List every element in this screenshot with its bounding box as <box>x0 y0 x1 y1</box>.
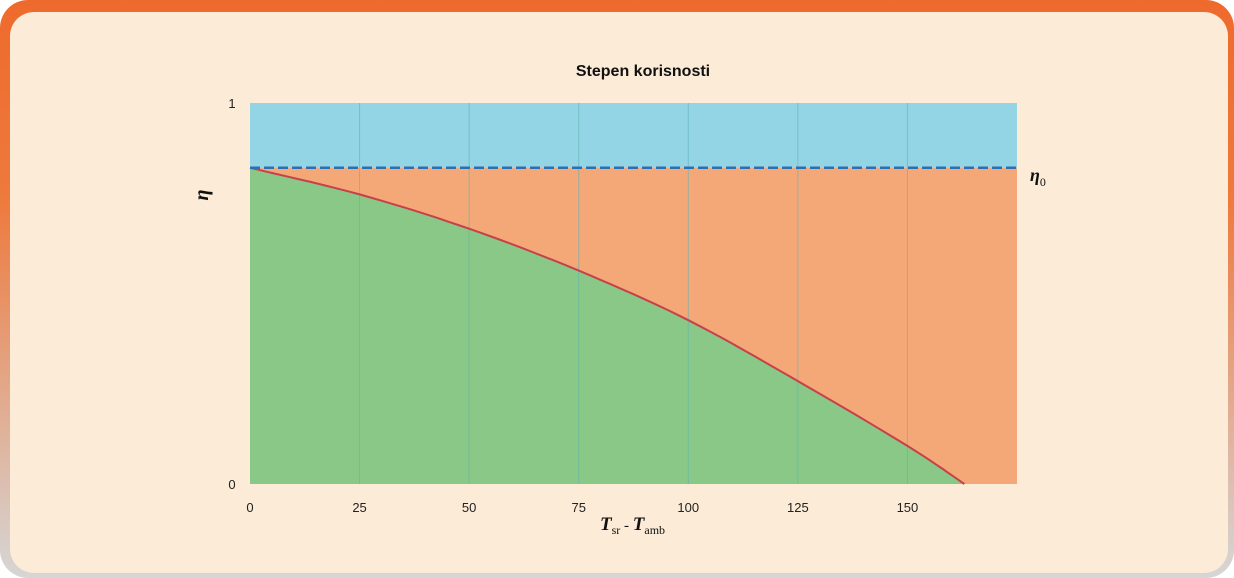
x-tick-label: 150 <box>897 500 919 515</box>
x-tick-label: 50 <box>462 500 476 515</box>
x-tick-label: 25 <box>352 500 366 515</box>
efficiency-curve <box>249 166 965 485</box>
x-axis-label-t1: T <box>600 514 613 535</box>
x-axis-label-sub1: sr <box>612 523 621 537</box>
axis-labels: η η0 Tsr - Tamb <box>191 165 1046 537</box>
x-axis-label: Tsr - Tamb <box>600 514 665 537</box>
x-tick-label: 75 <box>571 500 585 515</box>
region-efficiency <box>250 167 965 485</box>
x-tick-label: 100 <box>677 500 699 515</box>
x-tick-label: 0 <box>246 500 253 515</box>
x-tick-label: 125 <box>787 500 809 515</box>
y-axis-label: η <box>191 189 213 200</box>
eta0-label: η0 <box>1030 165 1046 189</box>
tick-labels: 0 25 50 75 100 125 150 0 1 <box>228 96 918 515</box>
y-tick-label: 0 <box>228 477 235 492</box>
x-axis-label-sub2: amb <box>644 523 665 537</box>
eta0-subscript: 0 <box>1040 175 1046 189</box>
x-axis-label-t2: T <box>633 514 646 535</box>
y-tick-label: 1 <box>228 96 235 111</box>
chart-title: Stepen korisnosti <box>575 63 711 80</box>
eta0-symbol: η <box>1030 165 1040 185</box>
plot-area <box>249 103 1017 485</box>
x-axis-label-sep: - <box>620 518 633 534</box>
region-above-eta0 <box>250 103 1017 168</box>
